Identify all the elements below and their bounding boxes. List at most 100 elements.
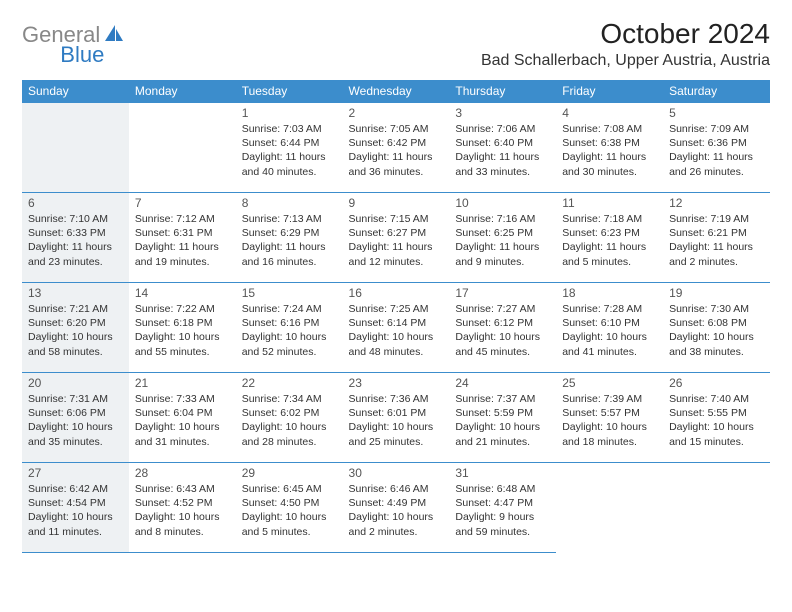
day-cell: 22Sunrise: 7:34 AMSunset: 6:02 PMDayligh…: [236, 372, 343, 462]
sunrise-line: Sunrise: 7:09 AM: [669, 122, 764, 136]
calendar-cell: 6Sunrise: 7:10 AMSunset: 6:33 PMDaylight…: [22, 192, 129, 282]
daylight-line: Daylight: 10 hours and 58 minutes.: [28, 330, 123, 358]
day-number: 12: [669, 196, 764, 210]
day-number: 25: [562, 376, 657, 390]
day-number: 31: [455, 466, 550, 480]
sunrise-line: Sunrise: 6:42 AM: [28, 482, 123, 496]
day-cell: 1Sunrise: 7:03 AMSunset: 6:44 PMDaylight…: [236, 102, 343, 192]
day-cell: 30Sunrise: 6:46 AMSunset: 4:49 PMDayligh…: [343, 462, 450, 552]
sunrise-line: Sunrise: 6:45 AM: [242, 482, 337, 496]
day-number: 30: [349, 466, 444, 480]
sunrise-line: Sunrise: 7:21 AM: [28, 302, 123, 316]
sunrise-line: Sunrise: 7:18 AM: [562, 212, 657, 226]
sunset-line: Sunset: 6:33 PM: [28, 226, 123, 240]
sunrise-line: Sunrise: 7:36 AM: [349, 392, 444, 406]
day-number: 10: [455, 196, 550, 210]
sunrise-line: Sunrise: 7:31 AM: [28, 392, 123, 406]
calendar-cell: 13Sunrise: 7:21 AMSunset: 6:20 PMDayligh…: [22, 282, 129, 372]
sunset-line: Sunset: 5:57 PM: [562, 406, 657, 420]
day-number: 21: [135, 376, 230, 390]
calendar-cell: 20Sunrise: 7:31 AMSunset: 6:06 PMDayligh…: [22, 372, 129, 462]
calendar-cell: 27Sunrise: 6:42 AMSunset: 4:54 PMDayligh…: [22, 462, 129, 552]
sunset-line: Sunset: 6:20 PM: [28, 316, 123, 330]
weekday-header: Sunday: [22, 80, 129, 102]
day-number: 19: [669, 286, 764, 300]
daylight-line: Daylight: 10 hours and 28 minutes.: [242, 420, 337, 448]
weekday-header: Tuesday: [236, 80, 343, 102]
calendar-cell: 21Sunrise: 7:33 AMSunset: 6:04 PMDayligh…: [129, 372, 236, 462]
sunset-line: Sunset: 6:10 PM: [562, 316, 657, 330]
calendar-cell: [22, 102, 129, 192]
day-number: 26: [669, 376, 764, 390]
sunrise-line: Sunrise: 7:05 AM: [349, 122, 444, 136]
day-cell: 11Sunrise: 7:18 AMSunset: 6:23 PMDayligh…: [556, 192, 663, 282]
calendar-cell: 16Sunrise: 7:25 AMSunset: 6:14 PMDayligh…: [343, 282, 450, 372]
weekday-header: Friday: [556, 80, 663, 102]
calendar-cell: 29Sunrise: 6:45 AMSunset: 4:50 PMDayligh…: [236, 462, 343, 552]
day-number: 2: [349, 106, 444, 120]
weekday-header: Wednesday: [343, 80, 450, 102]
daylight-line: Daylight: 10 hours and 52 minutes.: [242, 330, 337, 358]
calendar-cell: 2 Sunrise: 7:05 AMSunset: 6:42 PMDaylight…: [343, 102, 450, 192]
sunset-line: Sunset: 6:25 PM: [455, 226, 550, 240]
calendar-cell: 31Sunrise: 6:48 AMSunset: 4:47 PMDayligh…: [449, 462, 556, 552]
month-title: October 2024: [481, 18, 770, 50]
calendar-cell: 19 Sunrise: 7:30 AMSunset: 6:08 PMDayligh…: [663, 282, 770, 372]
calendar-cell: 8Sunrise: 7:13 AMSunset: 6:29 PMDaylight…: [236, 192, 343, 282]
day-cell: 26Sunrise: 7:40 AMSunset: 5:55 PMDayligh…: [663, 372, 770, 462]
day-number: 15: [242, 286, 337, 300]
calendar-week-row: 13Sunrise: 7:21 AMSunset: 6:20 PMDayligh…: [22, 282, 770, 372]
calendar-cell: 3Sunrise: 7:06 AMSunset: 6:40 PMDaylight…: [449, 102, 556, 192]
sunrise-line: Sunrise: 6:46 AM: [349, 482, 444, 496]
calendar-cell: 25Sunrise: 7:39 AMSunset: 5:57 PMDayligh…: [556, 372, 663, 462]
calendar-cell: [556, 462, 663, 552]
calendar-cell: 4Sunrise: 7:08 AMSunset: 6:38 PMDaylight…: [556, 102, 663, 192]
day-cell: 13Sunrise: 7:21 AMSunset: 6:20 PMDayligh…: [22, 282, 129, 372]
sunrise-line: Sunrise: 7:06 AM: [455, 122, 550, 136]
day-number: 22: [242, 376, 337, 390]
sunset-line: Sunset: 6:12 PM: [455, 316, 550, 330]
sunrise-line: Sunrise: 7:25 AM: [349, 302, 444, 316]
sunrise-line: Sunrise: 7:16 AM: [455, 212, 550, 226]
calendar-header-row: SundayMondayTuesdayWednesdayThursdayFrid…: [22, 80, 770, 102]
day-number: 23: [349, 376, 444, 390]
day-number: 11: [562, 196, 657, 210]
day-number: 24: [455, 376, 550, 390]
sunset-line: Sunset: 6:08 PM: [669, 316, 764, 330]
sunset-line: Sunset: 6:06 PM: [28, 406, 123, 420]
calendar-cell: 5Sunrise: 7:09 AMSunset: 6:36 PMDaylight…: [663, 102, 770, 192]
day-cell: 21Sunrise: 7:33 AMSunset: 6:04 PMDayligh…: [129, 372, 236, 462]
sunrise-line: Sunrise: 6:48 AM: [455, 482, 550, 496]
day-number: 18: [562, 286, 657, 300]
calendar-cell: 1Sunrise: 7:03 AMSunset: 6:44 PMDaylight…: [236, 102, 343, 192]
daylight-line: Daylight: 11 hours and 23 minutes.: [28, 240, 123, 268]
daylight-line: Daylight: 10 hours and 2 minutes.: [349, 510, 444, 538]
day-cell: 5Sunrise: 7:09 AMSunset: 6:36 PMDaylight…: [663, 102, 770, 192]
weekday-header: Monday: [129, 80, 236, 102]
sunset-line: Sunset: 6:31 PM: [135, 226, 230, 240]
day-cell: 29Sunrise: 6:45 AMSunset: 4:50 PMDayligh…: [236, 462, 343, 552]
calendar-cell: 30Sunrise: 6:46 AMSunset: 4:49 PMDayligh…: [343, 462, 450, 552]
daylight-line: Daylight: 11 hours and 36 minutes.: [349, 150, 444, 178]
day-cell: 10 Sunrise: 7:16 AMSunset: 6:25 PMDayligh…: [449, 192, 556, 282]
day-number: 9: [349, 196, 444, 210]
daylight-line: Daylight: 11 hours and 30 minutes.: [562, 150, 657, 178]
sunset-line: Sunset: 4:50 PM: [242, 496, 337, 510]
daylight-line: Daylight: 11 hours and 26 minutes.: [669, 150, 764, 178]
daylight-line: Daylight: 10 hours and 48 minutes.: [349, 330, 444, 358]
day-cell: 8Sunrise: 7:13 AMSunset: 6:29 PMDaylight…: [236, 192, 343, 282]
day-cell: 4Sunrise: 7:08 AMSunset: 6:38 PMDaylight…: [556, 102, 663, 192]
daylight-line: Daylight: 11 hours and 2 minutes.: [669, 240, 764, 268]
daylight-line: Daylight: 10 hours and 35 minutes.: [28, 420, 123, 448]
day-number: 16: [349, 286, 444, 300]
day-number: 7: [135, 196, 230, 210]
daylight-line: Daylight: 10 hours and 41 minutes.: [562, 330, 657, 358]
daylight-line: Daylight: 11 hours and 40 minutes.: [242, 150, 337, 178]
calendar-cell: 9Sunrise: 7:15 AMSunset: 6:27 PMDaylight…: [343, 192, 450, 282]
daylight-line: Daylight: 10 hours and 38 minutes.: [669, 330, 764, 358]
sunset-line: Sunset: 6:42 PM: [349, 136, 444, 150]
sunrise-line: Sunrise: 7:30 AM: [669, 302, 764, 316]
daylight-line: Daylight: 11 hours and 9 minutes.: [455, 240, 550, 268]
day-number: 8: [242, 196, 337, 210]
sunset-line: Sunset: 6:04 PM: [135, 406, 230, 420]
